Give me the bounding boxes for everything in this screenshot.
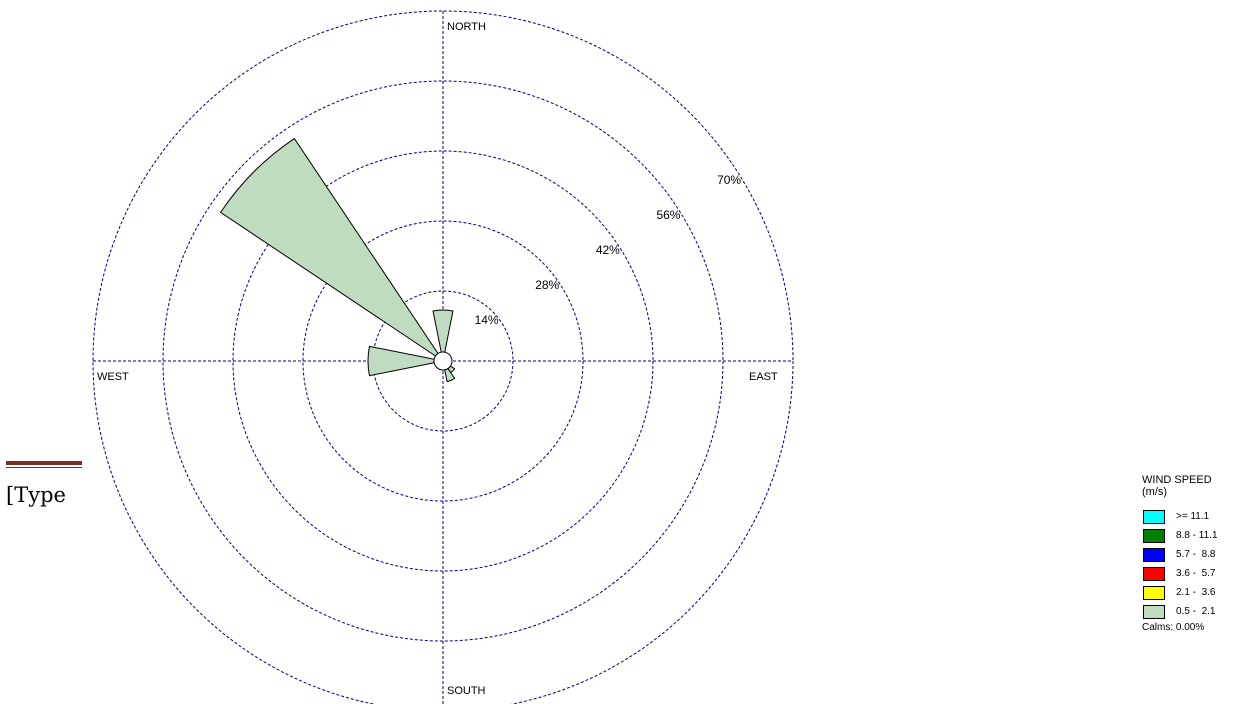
ring-label-56%: 56% xyxy=(656,208,680,222)
south-label: SOUTH xyxy=(447,685,486,697)
legend-label: 8.8 - 11.1 xyxy=(1176,530,1218,541)
document-placeholder-text[interactable]: [Type xyxy=(6,483,66,507)
legend-item: 0.5 - 2.1 xyxy=(1142,602,1218,621)
legend-swatch xyxy=(1143,585,1165,600)
west-label: WEST xyxy=(97,371,129,383)
ring-label-28%: 28% xyxy=(535,278,559,292)
legend-label: 2.1 - 3.6 xyxy=(1176,587,1216,598)
legend-item: 8.8 - 11.1 xyxy=(1142,526,1218,545)
ring-70% xyxy=(92,10,794,704)
petals xyxy=(219,137,456,383)
legend-swatch xyxy=(1143,604,1165,619)
legend-unit: (m/s) xyxy=(1142,486,1168,498)
legend-label: 3.6 - 5.7 xyxy=(1176,568,1216,579)
compass-labels: NORTH SOUTH EAST WEST xyxy=(97,21,778,697)
legend: WIND SPEED (m/s) >= 11.1 8.8 - 11.1 5.7 - … xyxy=(1142,474,1218,633)
ring-label-42%: 42% xyxy=(596,243,620,257)
ring-label-70%: 70% xyxy=(717,173,741,187)
legend-item: 2.1 - 3.6 xyxy=(1142,583,1218,602)
legend-label: >= 11.1 xyxy=(1176,511,1210,522)
calm-circle xyxy=(433,351,453,371)
legend-rows: >= 11.1 8.8 - 11.1 5.7 - 8.8 3.6 - 5.7 2.1 -… xyxy=(1142,507,1218,621)
legend-swatch xyxy=(1143,566,1165,581)
legend-item: 5.7 - 8.8 xyxy=(1142,545,1218,564)
legend-swatch xyxy=(1143,528,1165,543)
north-label: NORTH xyxy=(447,21,486,33)
document-header-rule xyxy=(6,461,82,465)
legend-swatch xyxy=(1143,547,1165,562)
legend-swatch xyxy=(1143,509,1165,524)
legend-label: 5.7 - 8.8 xyxy=(1176,549,1216,560)
ring-labels: 14% 28% 42% 56% 70% xyxy=(475,173,742,327)
legend-title: WIND SPEED xyxy=(1142,474,1212,486)
legend-item: 3.6 - 5.7 xyxy=(1142,564,1218,583)
ring-label-14%: 14% xyxy=(475,313,499,327)
east-label: EAST xyxy=(749,371,778,383)
legend-label: 0.5 - 2.1 xyxy=(1176,606,1216,617)
legend-calms: Calms: 0.00% xyxy=(1142,622,1205,633)
document-header-rule-thin xyxy=(6,467,82,468)
legend-item: >= 11.1 xyxy=(1142,507,1218,526)
